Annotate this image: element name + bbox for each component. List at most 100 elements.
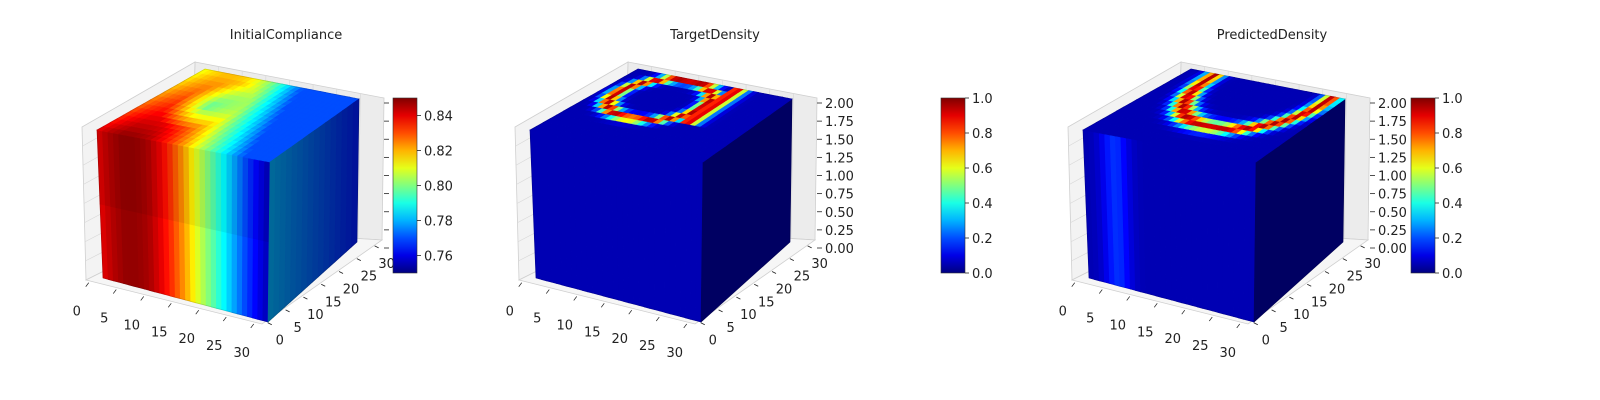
y-tick-label: 15 (758, 295, 775, 310)
y-tick-mark (1253, 322, 1258, 326)
x-tick-label: 20 (178, 332, 195, 347)
x-tick-mark (545, 289, 550, 294)
voxel-front (231, 154, 238, 236)
colorbar (392, 97, 418, 274)
voxel-front (659, 153, 666, 313)
z-tick-label: 0.50 (1378, 206, 1407, 221)
y-tick-mark (1342, 258, 1348, 262)
z-tick-label: 2.00 (1378, 97, 1407, 112)
voxel-front (664, 154, 671, 315)
voxel-front (1201, 151, 1208, 310)
y-tick-mark (356, 258, 362, 262)
voxel-front (242, 156, 249, 238)
voxel-front (210, 150, 217, 231)
y-tick-label: 15 (1311, 295, 1328, 310)
x-tick-mark (655, 316, 660, 322)
x-tick-label: 30 (233, 346, 250, 361)
voxel-front (236, 155, 244, 237)
colorbar-tick-label: 1.0 (1442, 92, 1463, 107)
y-tick-label: 10 (740, 308, 757, 323)
y-tick-label: 15 (325, 295, 342, 310)
voxel-front (1217, 154, 1224, 315)
voxel-top (780, 97, 793, 104)
x-tick-mark (1208, 316, 1213, 322)
x-tick-mark (1098, 289, 1103, 294)
y-tick-mark (1289, 296, 1294, 300)
x-tick-mark (1126, 296, 1131, 301)
z-tick-label: 1.00 (825, 170, 854, 185)
colorbar-tick-label: 0.76 (424, 250, 453, 265)
colorbar-tick-label: 0.2 (972, 232, 993, 247)
chart-title: InitialCompliance (230, 28, 343, 43)
y-tick-label: 0 (276, 334, 284, 349)
x-tick-label: 30 (1219, 346, 1236, 361)
y-tick-label: 30 (378, 257, 395, 272)
cube-outline (529, 68, 793, 323)
voxel-front (205, 227, 212, 308)
y-tick-mark (374, 245, 379, 249)
panel-targetdensity: 0 5 10 15 20 25 300510152025300.000.250.500.75… (506, 28, 993, 361)
x-tick-mark (195, 309, 200, 315)
x-tick-label: 15 (151, 325, 168, 340)
z-tick-label: 2.00 (825, 97, 854, 112)
y-tick-mark (700, 322, 705, 326)
voxel-front (220, 152, 228, 233)
y-tick-mark (338, 271, 344, 274)
colorbar-tick-label: 0.0 (972, 267, 993, 282)
colorbar-tick-label: 0.78 (424, 215, 453, 230)
x-tick-mark (1181, 309, 1186, 315)
x-tick-label: 20 (611, 332, 628, 347)
y-tick-mark (718, 309, 723, 313)
x-tick-mark (112, 289, 117, 294)
y-tick-mark (285, 309, 290, 313)
z-tick-label: 1.50 (1378, 133, 1407, 148)
voxel-front (221, 230, 228, 312)
voxel-front (193, 147, 201, 227)
panel-predicteddensity: 0 5 10 15 20 25 300510152025300.000.250.500.75… (1059, 28, 1463, 361)
colorbar (940, 97, 966, 274)
voxel-front (241, 235, 249, 317)
x-tick-mark (600, 303, 605, 308)
z-tick-label: 0.75 (825, 188, 854, 203)
z-tick-label: 0.00 (825, 242, 854, 257)
colorbar-tick-label: 0.6 (972, 162, 993, 177)
z-tick-label: 1.00 (1378, 170, 1407, 185)
colorbar-tick-label: 0.2 (1442, 232, 1463, 247)
x-tick-mark (518, 282, 523, 287)
voxel-front (210, 228, 217, 309)
x-tick-label: 30 (666, 346, 683, 361)
chart-title: TargetDensity (669, 28, 760, 43)
z-tick-label: 0.75 (1378, 188, 1407, 203)
y-tick-mark (754, 283, 759, 287)
panel-initialcompliance: 0 5 10 15 20 25 30051015202530InitialComplianc… (73, 28, 453, 361)
y-tick-label: 25 (361, 270, 378, 285)
colorbar-tick-label: 1.0 (972, 92, 993, 107)
z-tick-label: 0.50 (825, 206, 854, 221)
x-tick-mark (1071, 282, 1076, 287)
cube-outline (1082, 68, 1346, 323)
voxel-front (215, 229, 222, 310)
voxel-front (247, 157, 255, 239)
y-tick-mark (736, 296, 741, 300)
y-tick-mark (1324, 271, 1330, 274)
x-tick-label: 15 (584, 325, 601, 340)
grid-line (790, 93, 794, 239)
x-tick-label: 25 (639, 339, 656, 354)
z-tick-label: 1.25 (1378, 151, 1407, 166)
voxel-front (204, 149, 212, 230)
colorbar-tick-label: 0.82 (424, 145, 453, 160)
x-tick-mark (1153, 303, 1158, 308)
colorbar-tick-label: 0.6 (1442, 162, 1463, 177)
voxel-front (215, 151, 222, 232)
y-tick-mark (1271, 309, 1276, 313)
voxel-front (648, 151, 655, 310)
voxel-front (1206, 152, 1214, 312)
cube-outline (96, 68, 360, 323)
y-tick-label: 20 (1329, 282, 1346, 297)
chart-title: PredictedDensity (1217, 28, 1328, 43)
voxel-front (231, 233, 238, 315)
y-tick-label: 5 (293, 321, 301, 336)
voxel-front (226, 153, 233, 235)
z-tick-label: 0.25 (825, 224, 854, 239)
